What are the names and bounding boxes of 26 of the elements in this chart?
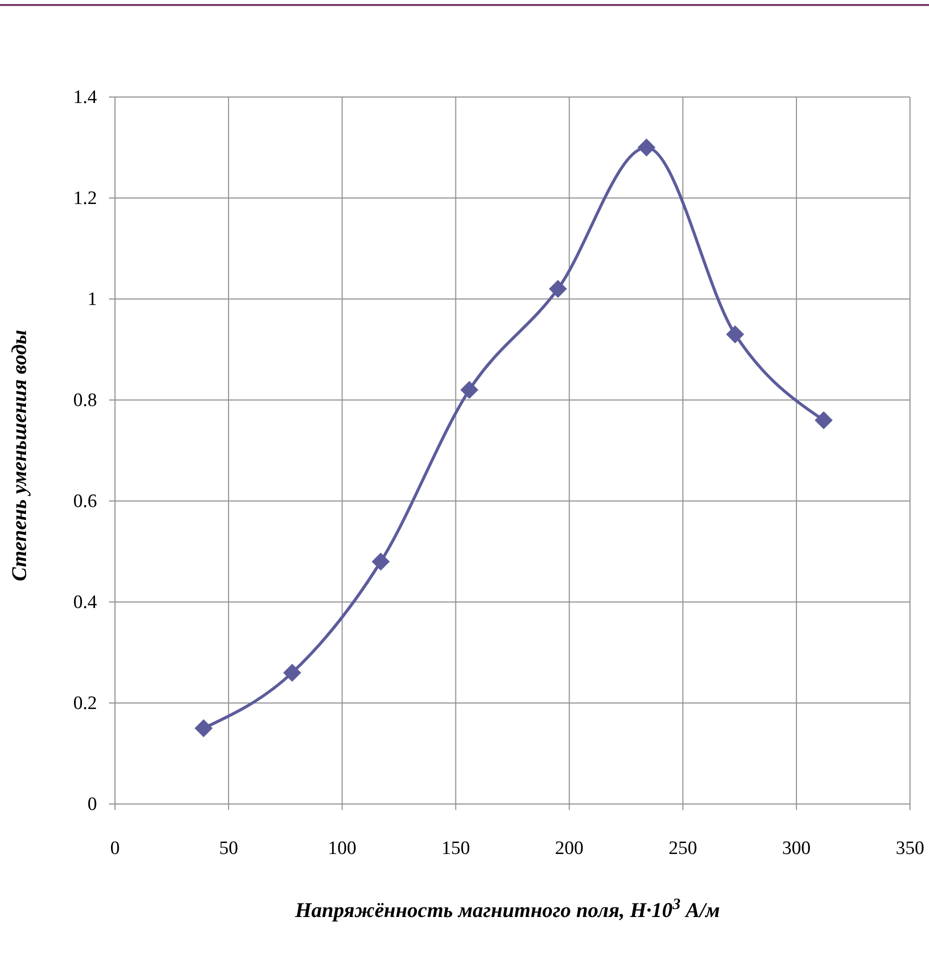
x-tick-label: 350 [896,838,924,859]
x-axis-title: Напряжённость магнитного поля, H·10$^{3}$ А/м [294,896,720,922]
y-axis-title: Степень уменьшения воды [7,330,31,582]
y-tick-label: 0.8 [73,390,97,411]
y-tick-label: 1.2 [73,188,97,209]
y-tick-label: 0.6 [73,491,97,512]
x-tick-label: 50 [219,838,238,859]
y-tick-label: 0 [88,794,97,815]
point [460,380,478,399]
y-tick-label: 1.4 [73,87,98,108]
x-tick-label: 150 [441,838,470,859]
y-tick-label: 0.4 [73,592,98,613]
point [638,138,656,156]
x-tick-label: 200 [555,838,584,859]
point [194,719,213,738]
point [548,280,567,298]
x-tick-label: 100 [328,838,356,859]
x-tick-label: 250 [668,838,698,859]
x-tick-label: 300 [782,838,811,859]
point [814,411,833,430]
x-tick-label: 0 [110,838,120,859]
point [372,552,390,571]
point [283,664,302,682]
y-tick-label: 0.2 [73,693,97,714]
point [726,325,744,344]
y-tick-label: 1 [88,289,97,310]
